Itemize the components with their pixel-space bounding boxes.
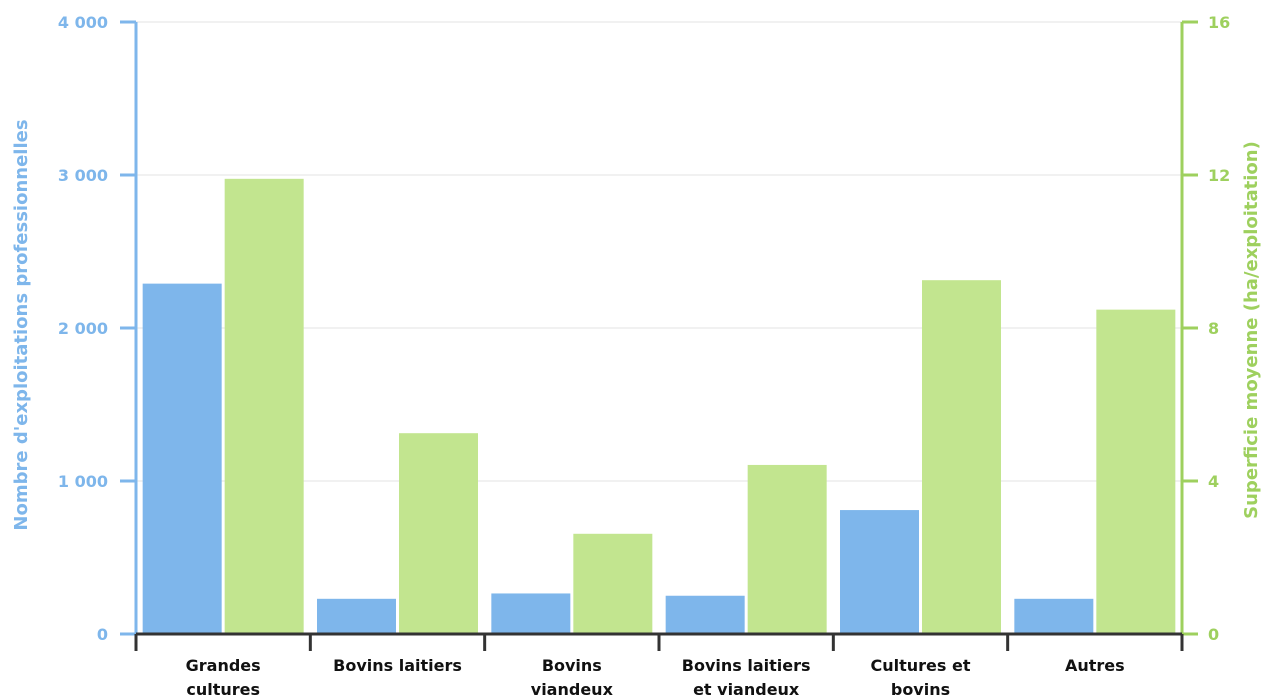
bar-series-2 — [573, 533, 653, 634]
left-axis-tick-label: 3 000 — [58, 166, 108, 185]
bar-series-1 — [491, 593, 571, 634]
right-axis-title: Superficie moyenne (ha/exploitation) — [1241, 141, 1262, 519]
right-axis-tick-label: 16 — [1208, 13, 1230, 32]
bar-series-2 — [1096, 309, 1176, 634]
right-axis-tick-label: 12 — [1208, 166, 1230, 185]
bar-series-1 — [665, 595, 745, 634]
right-axis-tick-label: 4 — [1208, 472, 1219, 491]
category-label: et viandeux — [693, 680, 800, 699]
left-axis-tick-label: 4 000 — [58, 13, 108, 32]
category-label: cultures — [186, 680, 260, 699]
left-axis-tick-label: 0 — [97, 625, 108, 644]
category-label: Bovins laitiers — [682, 656, 811, 675]
labels: 0 1 000 2 000 3 000 4 000 0 4 8 12 16 Grandes cultu… — [11, 13, 1262, 699]
axes — [120, 20, 1198, 651]
bar-series-1 — [840, 510, 919, 634]
left-axis-title: Nombre d'exploitations professionnelles — [11, 119, 32, 530]
category-label: Bovins laitiers — [333, 656, 462, 675]
bar-series-2 — [399, 433, 478, 634]
left-axis-tick-label: 1 000 — [58, 472, 108, 491]
category-label: Grandes — [186, 656, 261, 675]
bar-series-1 — [1014, 598, 1094, 634]
gridlines — [136, 21, 1182, 482]
category-label: Bovins — [542, 656, 602, 675]
bar-series-2 — [922, 280, 1001, 634]
right-axis-tick-label: 8 — [1208, 319, 1219, 338]
bar-series-2 — [224, 178, 304, 634]
bar-series-1 — [142, 283, 222, 634]
right-axis-tick-label: 0 — [1208, 625, 1219, 644]
bar-series-2 — [747, 464, 827, 634]
left-axis-tick-label: 2 000 — [58, 319, 108, 338]
category-label: viandeux — [531, 680, 614, 699]
bar-series-1 — [317, 598, 396, 634]
category-label: bovins — [891, 680, 950, 699]
category-label: Autres — [1065, 656, 1125, 675]
category-label: Cultures et — [871, 656, 971, 675]
bars — [142, 178, 1176, 634]
